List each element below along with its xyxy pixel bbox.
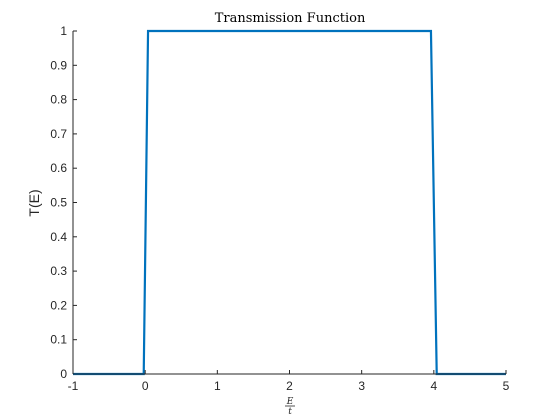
y-tick-label: 1 xyxy=(60,24,67,38)
chart-title: Transmission Function xyxy=(215,11,366,26)
y-tick-label: 0.4 xyxy=(50,230,67,244)
x-tick-label: 1 xyxy=(214,379,221,393)
x-tick-label: 0 xyxy=(142,379,149,393)
x-tick-label: 4 xyxy=(430,379,437,393)
y-tick-label: 0.1 xyxy=(50,333,67,347)
x-tick-label: 5 xyxy=(503,379,510,393)
plot-background xyxy=(73,31,506,374)
y-tick-label: 0.3 xyxy=(50,264,67,278)
y-tick-label: 0.7 xyxy=(50,127,67,141)
x-axis-label-numerator: E xyxy=(286,397,294,407)
x-tick-label: 3 xyxy=(358,379,365,393)
y-axis-label: T(E) xyxy=(26,189,42,216)
axes-layer: -1 0 1 2 3 4 500.10.20.30.40.50.60.70.80.91 xyxy=(50,24,509,393)
y-tick-label: 0.9 xyxy=(50,58,67,72)
y-tick-label: 0.6 xyxy=(50,161,67,175)
x-tick-label: -1 xyxy=(68,379,79,393)
x-axis-label-denominator: t xyxy=(288,407,292,417)
plot-area xyxy=(73,31,506,374)
y-tick-label: 0.2 xyxy=(50,298,67,312)
y-tick-label: 0.8 xyxy=(50,93,67,107)
x-axis-label: E t xyxy=(285,397,295,417)
x-tick-label: 2 xyxy=(286,379,293,393)
y-tick-label: 0.5 xyxy=(50,196,67,210)
y-tick-label: 0 xyxy=(60,367,67,381)
